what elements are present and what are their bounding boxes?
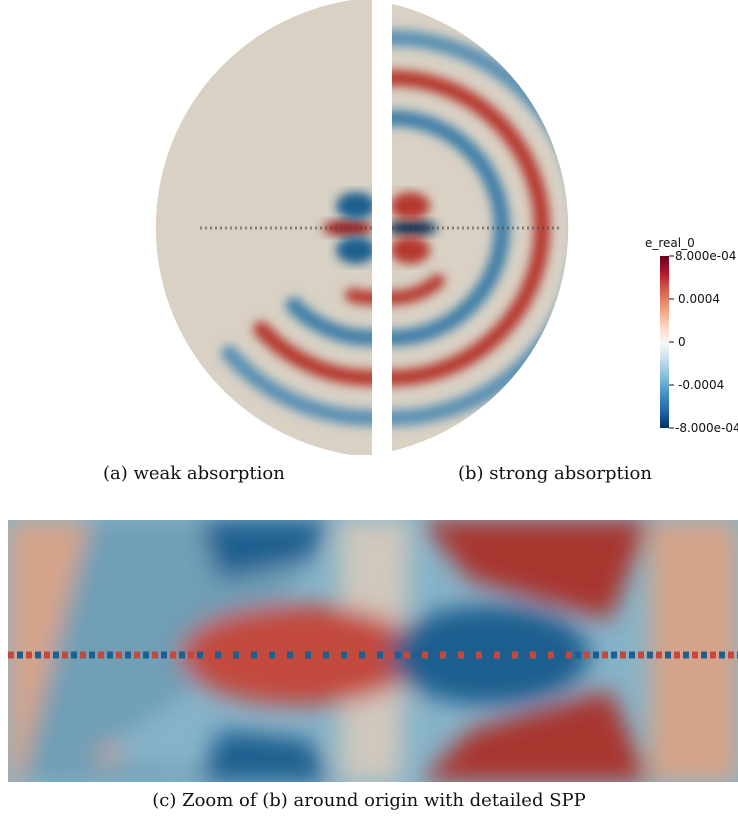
colorbar-tick-label: 0 xyxy=(678,335,686,349)
colorbar-tick-label: -8.000e-04 xyxy=(675,421,738,435)
colorbar-tick-label: -0.0004 xyxy=(678,378,724,392)
panel-divider xyxy=(372,0,392,460)
colorbar-tick-label: 0.0004 xyxy=(678,292,720,306)
colorbar-tick-label: 8.000e-04 xyxy=(675,249,736,263)
caption-a: (a) weak absorption xyxy=(103,463,285,484)
caption-c: (c) Zoom of (b) around origin with detai… xyxy=(152,790,586,811)
colorbar: e_real_0 8.000e-04 0.0004 0 -0.0004 -8.0… xyxy=(645,236,738,435)
caption-b: (b) strong absorption xyxy=(458,463,652,484)
panel-c-zoom xyxy=(8,520,738,782)
colorbar-title: e_real_0 xyxy=(645,236,695,250)
colorbar-gradient xyxy=(660,256,669,428)
